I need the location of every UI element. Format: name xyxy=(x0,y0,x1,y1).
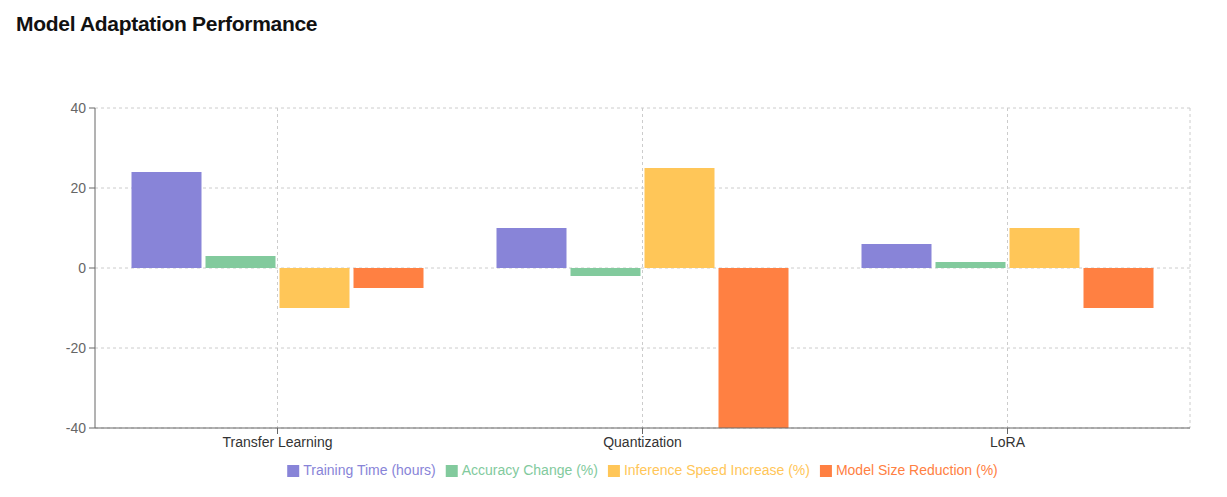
grid-line-x xyxy=(1007,108,1008,428)
grid xyxy=(95,108,1190,428)
legend-label: Inference Speed Increase (%) xyxy=(624,462,810,478)
bar xyxy=(1084,268,1154,308)
legend-item: Accuracy Change (%) xyxy=(446,462,598,478)
y-tick xyxy=(89,108,95,109)
x-tick-label: LoRA xyxy=(990,434,1026,450)
legend-item: Model Size Reduction (%) xyxy=(820,462,998,478)
bar xyxy=(862,244,932,268)
legend-swatch xyxy=(446,465,458,477)
legend-item: Training Time (hours) xyxy=(287,462,436,478)
legend-label: Model Size Reduction (%) xyxy=(836,462,998,478)
legend-swatch xyxy=(287,465,299,477)
y-tick xyxy=(89,348,95,349)
grid-line-x xyxy=(642,108,643,428)
y-tick xyxy=(89,188,95,189)
y-tick xyxy=(89,268,95,269)
legend-label: Training Time (hours) xyxy=(303,462,436,478)
bar xyxy=(719,268,789,428)
legend-item: Inference Speed Increase (%) xyxy=(608,462,810,478)
x-tick-label: Quantization xyxy=(603,434,682,450)
bars xyxy=(132,168,1154,428)
y-tick xyxy=(89,428,95,429)
y-tick-label: -40 xyxy=(66,420,86,436)
grid-edge xyxy=(1190,108,1191,428)
legend-label: Accuracy Change (%) xyxy=(462,462,598,478)
bar xyxy=(354,268,424,288)
legend: Training Time (hours) Accuracy Change (%)… xyxy=(287,462,998,478)
legend-swatch xyxy=(608,465,620,477)
chart-svg: -40 -20 0 20 40 Transfer Learning Quantization… xyxy=(0,0,1227,497)
bar xyxy=(206,256,276,268)
y-tick-label: 20 xyxy=(70,180,86,196)
bar xyxy=(1010,228,1080,268)
bar xyxy=(936,262,1006,268)
x-tick-label: Transfer Learning xyxy=(223,434,333,450)
bar xyxy=(132,172,202,268)
y-tick-label: -20 xyxy=(66,340,86,356)
bar xyxy=(280,268,350,308)
grid-line-x xyxy=(277,108,278,428)
chart-title: Model Adaptation Performance xyxy=(16,12,317,36)
bar xyxy=(645,168,715,268)
y-tick-label: 40 xyxy=(70,100,86,116)
bar xyxy=(497,228,567,268)
axes: -40 -20 0 20 40 Transfer Learning Quantization… xyxy=(66,100,1190,450)
y-tick-label: 0 xyxy=(78,260,86,276)
legend-swatch xyxy=(820,465,832,477)
bar xyxy=(571,268,641,276)
